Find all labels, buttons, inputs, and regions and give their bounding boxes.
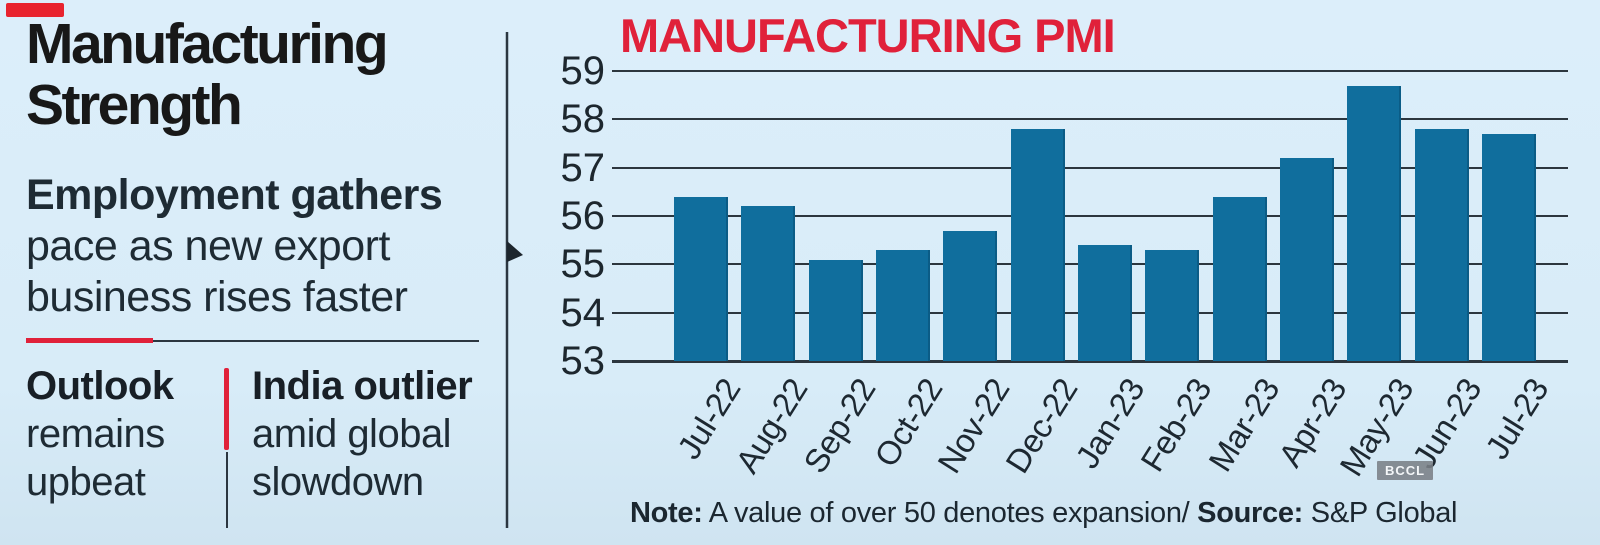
y-tick-57: 57 xyxy=(560,145,606,190)
note-text: A value of over 50 denotes expansion/ xyxy=(702,497,1198,529)
y-axis: 59 58 57 56 55 54 53 xyxy=(460,0,606,400)
subhead-bold: Employment gathers xyxy=(26,171,443,219)
y-tick-58: 58 xyxy=(560,97,606,142)
callout-india-title: India outlier xyxy=(252,364,473,408)
y-tick-55: 55 xyxy=(560,242,606,287)
bar-Jan-23 xyxy=(1077,245,1132,361)
callout-divider-dark xyxy=(226,452,228,528)
callout-india: India outlier amid global slowdown xyxy=(252,362,497,506)
bar-Oct-22 xyxy=(875,249,930,361)
bar-Jul-22 xyxy=(674,196,728,361)
gridline-59 xyxy=(612,70,1568,72)
bar-Dec-22 xyxy=(1010,129,1065,361)
callout-outlook-title: Outlook xyxy=(26,364,174,408)
x-tick-Sep-22: Sep-22 xyxy=(795,372,883,480)
x-tick-Jan-23: Jan-23 xyxy=(1068,372,1152,475)
gridline-58 xyxy=(612,118,1568,121)
x-tick-Jul-22: Jul-22 xyxy=(669,372,748,466)
gridline-56 xyxy=(612,215,1568,217)
gridline-57 xyxy=(612,166,1568,169)
x-tick-Jul-23: Jul-23 xyxy=(1477,372,1556,466)
bar-Feb-23 xyxy=(1145,249,1200,361)
chart-note: Note: A value of over 50 denotes expansi… xyxy=(630,497,1458,530)
subhead: Employment gathers pace as new export bu… xyxy=(26,170,506,323)
y-tick-54: 54 xyxy=(560,290,606,335)
bar-Aug-22 xyxy=(741,206,796,361)
x-tick-Aug-22: Aug-22 xyxy=(728,372,815,480)
subhead-rest: pace as new export business rises faster xyxy=(26,222,408,321)
source-label: Source: xyxy=(1197,497,1304,529)
bar-Apr-23 xyxy=(1279,158,1334,361)
bar-Jul-23 xyxy=(1481,133,1536,361)
headline: Manufacturing Strength xyxy=(26,12,389,137)
bccl-watermark: BCCL xyxy=(1377,461,1434,480)
section-rule-dark xyxy=(153,339,479,342)
y-tick-53: 53 xyxy=(560,339,606,383)
callout-divider-red xyxy=(224,368,229,450)
section-rule-red xyxy=(26,338,153,343)
chart-title: MANUFACTURING PMI xyxy=(620,9,1116,62)
x-tick-Feb-23: Feb-23 xyxy=(1133,372,1219,478)
section-rule xyxy=(26,338,479,343)
callout-outlook: Outlook remains upbeat xyxy=(26,362,216,506)
y-tick-56: 56 xyxy=(560,194,606,238)
bar-Sep-22 xyxy=(808,259,863,361)
masthead-accent xyxy=(6,3,64,17)
note-label: Note: xyxy=(630,497,703,529)
panel-divider xyxy=(505,32,523,528)
x-tick-Mar-23: Mar-23 xyxy=(1200,372,1287,478)
x-tick-Dec-22: Dec-22 xyxy=(997,372,1085,480)
chart-bars xyxy=(674,71,1536,361)
x-tick-Oct-22: Oct-22 xyxy=(867,372,950,474)
x-tick-Nov-22: Nov-22 xyxy=(930,372,1017,480)
x-tick-Apr-23: Apr-23 xyxy=(1271,372,1354,474)
bar-Jun-23 xyxy=(1414,129,1469,361)
y-tick-59: 59 xyxy=(560,49,606,93)
bar-Mar-23 xyxy=(1212,196,1267,361)
bar-Nov-22 xyxy=(943,230,998,361)
callout-india-body: amid global slowdown xyxy=(252,412,452,504)
gridline-53 xyxy=(612,360,1568,363)
source-text: S&P Global xyxy=(1303,497,1458,529)
callout-outlook-body: remains upbeat xyxy=(26,412,165,504)
bar-May-23 xyxy=(1347,85,1402,361)
